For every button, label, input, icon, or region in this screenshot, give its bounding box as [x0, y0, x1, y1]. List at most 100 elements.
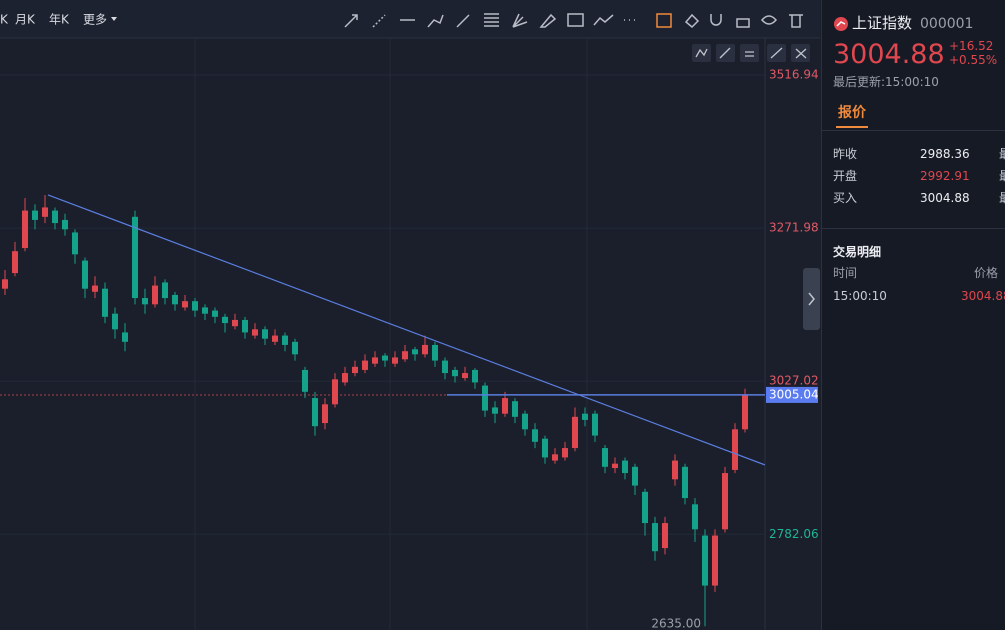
candle-body [502, 398, 508, 414]
price-change: +16.52 [949, 39, 994, 53]
candle-body [42, 207, 48, 217]
trades-title: 交易明细 [833, 245, 882, 259]
period-tab[interactable]: 年K [49, 13, 70, 27]
candle-body [592, 413, 598, 436]
period-tab[interactable]: K [0, 13, 9, 27]
candle-body [682, 466, 688, 499]
y-tick-label: 3027.02 [769, 374, 819, 388]
quote-value: 2988.36 [920, 147, 970, 161]
collapse-icon [808, 292, 815, 306]
collapse-button[interactable] [803, 268, 820, 330]
dropdown-arrow [111, 17, 117, 21]
price-change-pct: +0.55% [949, 53, 998, 67]
candle-body [152, 285, 158, 305]
last-update: 最后更新:15:00:10 [833, 75, 939, 89]
candle-body [492, 407, 498, 414]
candle-body [692, 504, 698, 530]
drawing-tools[interactable] [344, 13, 803, 29]
candle-body [722, 473, 728, 530]
candle-body [512, 401, 518, 417]
tab-underline [836, 126, 868, 128]
trades-head: 价格 [973, 266, 998, 280]
candle-body [562, 448, 568, 458]
candle-body [302, 369, 308, 392]
quote-label: 开盘 [833, 169, 858, 183]
index-code: 000001 [920, 16, 974, 32]
candle-body [652, 523, 658, 552]
candle-body [602, 448, 608, 467]
candle-body [392, 357, 398, 364]
candle-body [282, 335, 288, 345]
candle-body [312, 398, 318, 427]
index-icon [834, 17, 848, 31]
candle-body [412, 349, 418, 355]
candle-body [382, 355, 388, 361]
current-price: 3004.88 [833, 39, 945, 70]
trades-head: 时间 [833, 266, 858, 280]
candle-body [112, 313, 118, 330]
quote-value: 3004.88 [920, 191, 970, 205]
candle-body [352, 366, 358, 374]
candle-body [222, 316, 228, 324]
quote-tab[interactable]: 报价 [838, 105, 866, 121]
candle-body [742, 395, 748, 430]
candle-body [472, 369, 478, 383]
candle-body [22, 210, 28, 249]
more-menu[interactable]: 更多 [83, 13, 107, 27]
candle-body [572, 416, 578, 449]
candle-body [252, 329, 258, 336]
candle-body [132, 216, 138, 299]
candle-body [442, 360, 448, 374]
quote-value: 2992.91 [920, 169, 970, 183]
candle-body [342, 373, 348, 383]
candle-body [162, 282, 168, 299]
candle-body [612, 463, 618, 469]
candle-body [52, 210, 58, 224]
candle-body [272, 335, 278, 342]
index-name: 上证指数 [852, 14, 913, 32]
trade-price: 3004.88 [961, 289, 1005, 303]
candle-body [82, 260, 88, 289]
candle-body [332, 379, 338, 405]
low-label: 2635.00 [651, 617, 701, 630]
quote-label-cut: 最 [999, 190, 1005, 206]
quote-label: 买入 [833, 191, 858, 205]
price-label-box [766, 386, 818, 403]
candle-body [662, 523, 668, 549]
divider [822, 130, 1005, 131]
candle-body [2, 279, 8, 289]
candle-body [32, 210, 38, 220]
candle-body [702, 535, 708, 586]
candle-body [712, 535, 718, 586]
candle-body [72, 232, 78, 255]
candle-body [582, 413, 588, 420]
chart: K 月K 年K 更多 3516.94 3271.98 3027.02 2782.06 3… [0, 12, 820, 630]
divider [822, 228, 1005, 229]
candle-body [242, 319, 248, 333]
y-tick-label: 3516.94 [769, 67, 819, 81]
candle-body [732, 429, 738, 470]
y-tick-label: 2782.06 [769, 527, 819, 541]
candle-body [362, 360, 368, 370]
candle-body [542, 438, 548, 458]
trade-time: 15:00:10 [833, 289, 887, 303]
candle-body [172, 294, 178, 305]
candle-body [462, 373, 468, 379]
candle-body [402, 351, 408, 360]
candle-body [632, 466, 638, 486]
candle-body [552, 454, 558, 461]
candle-body [322, 404, 328, 424]
candle-body [12, 251, 18, 274]
candle-body [522, 413, 528, 430]
candle-body [372, 357, 378, 364]
candle-body [292, 341, 298, 355]
chart-buttons[interactable] [692, 44, 810, 62]
candle-body [452, 369, 458, 377]
candle-body [62, 219, 68, 230]
candle-body [642, 491, 648, 524]
chart-button-icons [695, 47, 807, 59]
quote-label-cut: 最 [999, 146, 1005, 162]
candle-body [122, 332, 128, 342]
period-tab[interactable]: 月K [15, 13, 36, 27]
